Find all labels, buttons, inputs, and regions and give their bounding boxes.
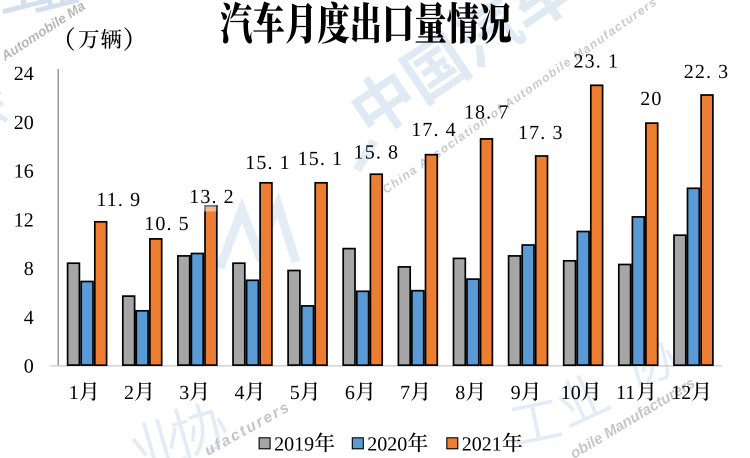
svg-text:5: 5 [290, 382, 300, 404]
svg-text:15. 1: 15. 1 [245, 152, 291, 174]
svg-text:22. 3: 22. 3 [684, 61, 730, 83]
svg-text:12: 12 [14, 209, 34, 231]
svg-text:15. 8: 15. 8 [354, 142, 400, 164]
svg-text:10. 5: 10. 5 [144, 213, 190, 235]
svg-text:10: 10 [561, 382, 581, 404]
svg-text:15. 1: 15. 1 [298, 148, 344, 170]
svg-text:23. 1: 23. 1 [574, 51, 620, 73]
svg-text:17. 4: 17. 4 [411, 119, 457, 141]
svg-text:11. 9: 11. 9 [96, 189, 141, 211]
svg-text:0: 0 [24, 356, 34, 378]
svg-text:18. 7: 18. 7 [464, 102, 510, 124]
svg-text:2019: 2019 [274, 434, 314, 456]
svg-text:24: 24 [14, 63, 34, 85]
svg-text:2020: 2020 [367, 434, 407, 456]
svg-text:4: 4 [235, 382, 245, 404]
svg-text:20: 20 [640, 88, 662, 110]
svg-text:6: 6 [345, 382, 355, 404]
svg-text:9: 9 [511, 382, 521, 404]
svg-text:8: 8 [24, 258, 34, 280]
svg-text:11: 11 [616, 382, 635, 404]
svg-text:7: 7 [400, 382, 410, 404]
svg-text:8: 8 [455, 382, 465, 404]
svg-text:16: 16 [14, 161, 34, 183]
svg-text:2: 2 [124, 382, 134, 404]
svg-text:17. 3: 17. 3 [518, 122, 564, 144]
svg-text:4: 4 [24, 307, 34, 329]
svg-text:12: 12 [671, 382, 691, 404]
svg-text:1: 1 [69, 382, 79, 404]
svg-text:3: 3 [179, 382, 189, 404]
svg-text:2021: 2021 [462, 434, 502, 456]
svg-text:20: 20 [14, 112, 34, 134]
svg-text:13. 2: 13. 2 [189, 186, 235, 208]
